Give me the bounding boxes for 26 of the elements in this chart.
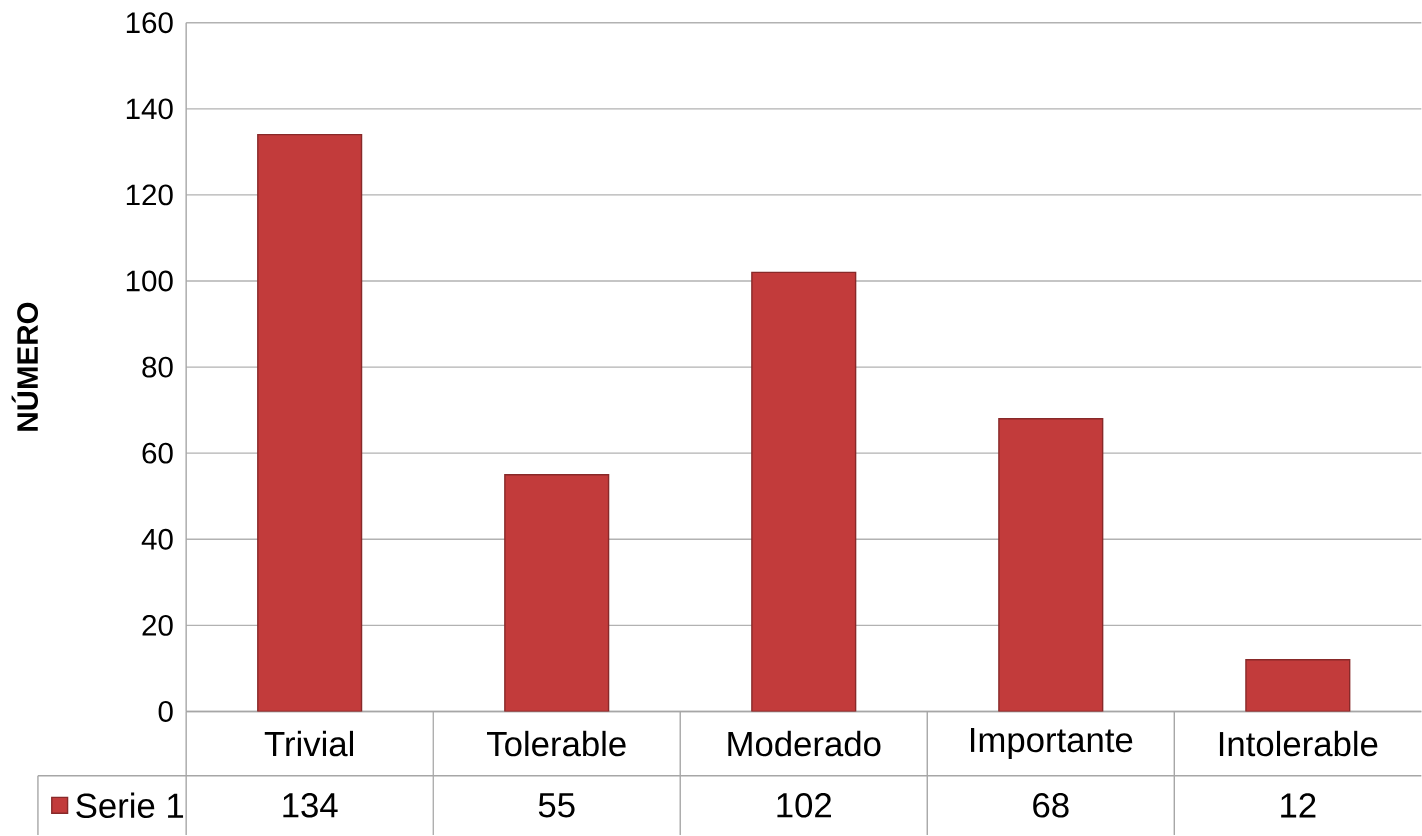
bar: [1245, 659, 1351, 712]
y-tick-label: 20: [142, 615, 173, 636]
bar: [998, 418, 1104, 712]
y-tick-label: 120: [126, 184, 173, 206]
y-tick-label: 60: [142, 442, 173, 464]
data-label: 12: [1281, 793, 1316, 818]
data-label: 68: [1033, 793, 1069, 818]
y-tick-label: 160: [126, 12, 173, 34]
y-tick-label: 100: [126, 270, 173, 292]
x-tick-label: Moderado: [728, 730, 881, 757]
y-tick-label: 40: [141, 529, 173, 550]
x-tick-label: Tolerable: [487, 730, 626, 757]
y-tick-label: 140: [126, 98, 173, 120]
y-tick-label: 80: [142, 356, 173, 378]
bar: [257, 134, 363, 712]
x-tick-label: Trivial: [264, 730, 354, 757]
legend-label: Serie 1: [76, 792, 184, 819]
x-tick-label: Importante: [970, 728, 1133, 760]
x-tick-label: Intolerable: [1219, 730, 1378, 757]
data-label: 134: [283, 793, 338, 818]
y-axis-title: NÚMERO: [11, 302, 38, 431]
data-label: 55: [538, 793, 575, 818]
bar: [504, 474, 610, 712]
bar: [751, 271, 857, 712]
data-label: 102: [777, 793, 831, 818]
y-tick-label: 0: [158, 701, 173, 723]
